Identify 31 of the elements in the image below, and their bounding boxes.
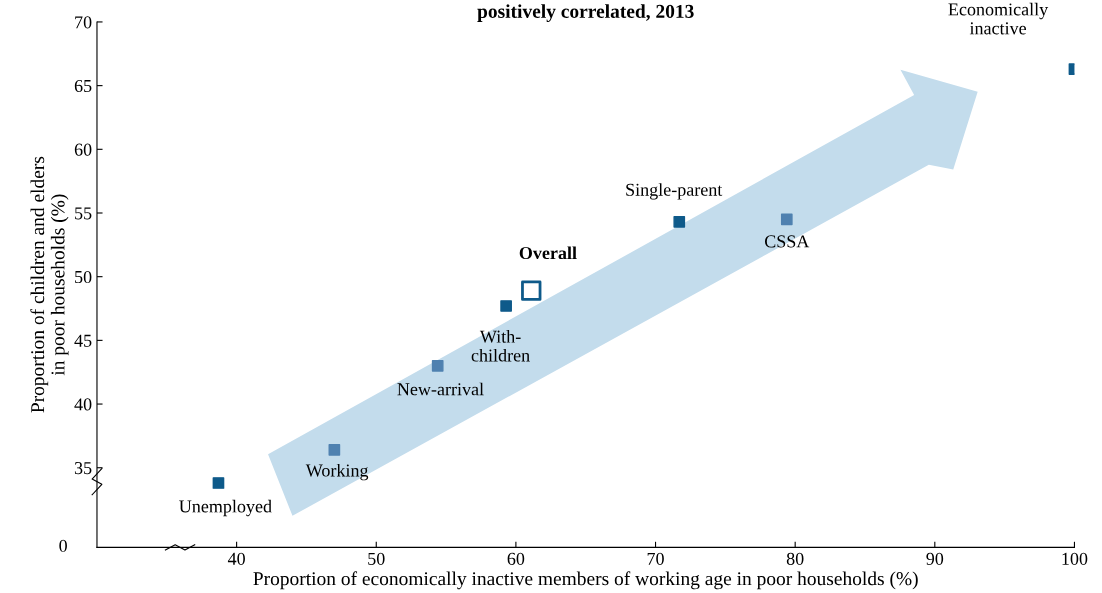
x-tick-label: 90 — [926, 552, 944, 565]
y-tick-label: 45 — [74, 334, 92, 347]
y-tick-label: 55 — [75, 207, 92, 220]
y-tick-label: 50 — [75, 270, 92, 284]
x-tick-label: 70 — [647, 552, 664, 565]
point — [431, 359, 444, 372]
point — [328, 444, 341, 456]
annotation: CSSA — [764, 235, 810, 248]
text: 0 — [59, 539, 67, 552]
chart-title: positively correlated, 2013 — [477, 4, 694, 22]
y-tick-label: 70 — [75, 16, 92, 29]
x-tick-label: 60 — [507, 552, 525, 565]
y-axis-title: Proportion of children and elders in poor households (%) — [30, 156, 69, 413]
x-axis-title: Proportion of economically inactive members of working age in poor households (%) — [253, 571, 918, 590]
x-tick-label: 100 — [1062, 552, 1088, 565]
y-tick-label: 60 — [74, 143, 92, 156]
y-tick-label: 35 — [74, 462, 92, 475]
annotation: Unemployed — [179, 499, 272, 517]
point — [780, 213, 793, 226]
y-tick-label: 65 — [74, 79, 92, 93]
annotation: With- children — [471, 330, 530, 362]
annotation: Overall — [519, 246, 577, 260]
point — [521, 280, 542, 301]
x-tick-label: 50 — [368, 552, 385, 565]
y-tick-label: 40 — [74, 398, 92, 411]
annotation: Economically inactive — [948, 2, 1049, 35]
annotation: Single-parent — [626, 183, 723, 200]
x-tick-label: 80 — [786, 552, 804, 565]
annotation: Working — [305, 463, 369, 481]
annotation: New-arrival — [397, 382, 484, 396]
x-tick-label: 40 — [227, 552, 245, 565]
